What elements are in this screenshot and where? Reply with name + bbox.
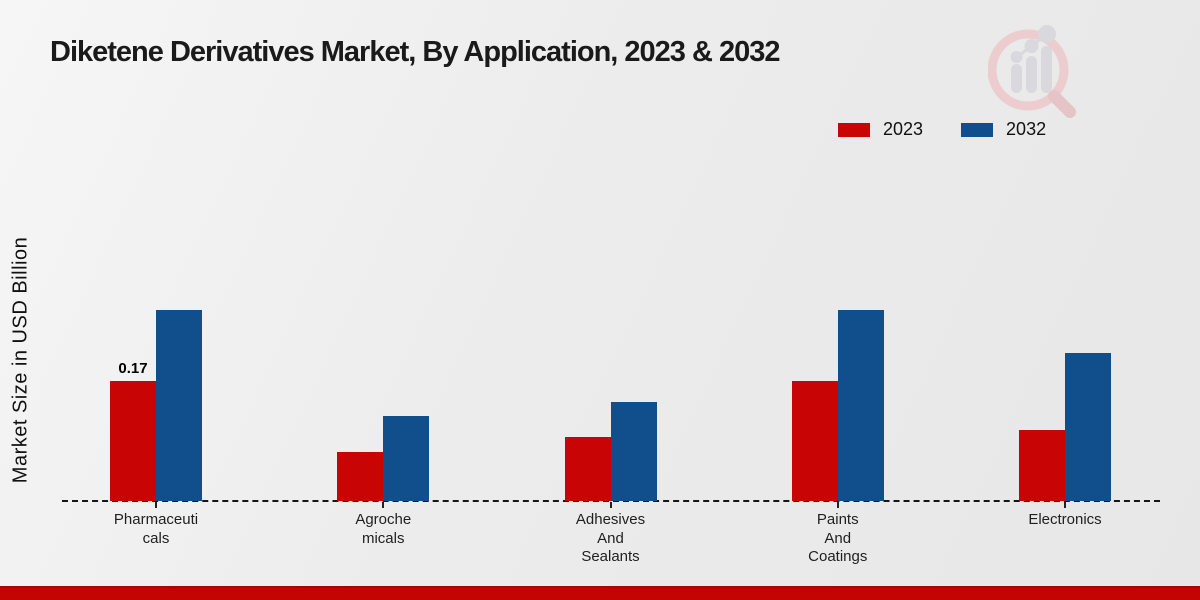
- bar-2032-pharmaceuticals: [156, 310, 202, 501]
- bar-2023-paints-and-coatings: [791, 381, 838, 501]
- x-axis-tick: [836, 502, 839, 508]
- x-axis-tick: [609, 502, 612, 508]
- bar-2023-pharmaceuticals: [110, 381, 156, 501]
- category-label-paints-and-coatings: Paints And Coatings: [808, 511, 868, 565]
- chart-title: Diketene Derivatives Market, By Applicat…: [50, 36, 781, 68]
- legend-item-2032: 2032: [961, 119, 1046, 140]
- bar-2023-electronics: [1019, 430, 1065, 501]
- bar-2032-electronics: [1065, 353, 1111, 501]
- logo-watermark-icon: [988, 25, 1076, 118]
- legend-swatch-2023: [838, 122, 870, 137]
- x-axis-tick: [155, 502, 157, 508]
- bar-2032-agrochemicals: [383, 416, 430, 501]
- category-label-adhesives-and-sealants: Adhesives And Sealants: [575, 511, 646, 565]
- bar-value-label: 0.17: [118, 360, 148, 377]
- category-label-electronics: Electronics: [1028, 511, 1102, 528]
- bar-2032-paints-and-coatings: [837, 310, 884, 501]
- category-label-pharmaceuticals: Pharmaceuti cals: [113, 511, 199, 547]
- x-axis-tick: [382, 502, 385, 508]
- x-axis-line: [62, 500, 1160, 502]
- chart-legend: 2023 2032: [838, 119, 1046, 140]
- legend-item-2023: 2023: [838, 119, 923, 140]
- legend-label-2023: 2023: [883, 119, 924, 139]
- bar-2023-agrochemicals: [337, 452, 384, 501]
- footer-red-strip: [0, 586, 1200, 600]
- legend-label-2032: 2032: [1006, 119, 1047, 139]
- bar-2032-adhesives-and-sealants: [610, 402, 657, 501]
- x-axis-tick: [1064, 502, 1066, 508]
- legend-swatch-2032: [961, 122, 994, 137]
- category-label-agrochemicals: Agroche micals: [355, 511, 412, 547]
- bar-2023-adhesives-and-sealants: [564, 437, 611, 501]
